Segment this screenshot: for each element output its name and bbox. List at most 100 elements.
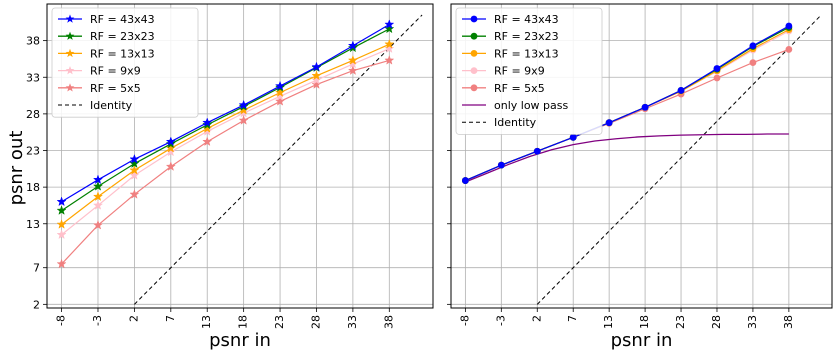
series-2 [56, 38, 395, 229]
legend-swatch-marker [65, 31, 75, 40]
series-0 [56, 19, 395, 207]
data-point [56, 196, 67, 207]
legend-entry: RF = 5x5 [58, 82, 141, 95]
data-point [384, 19, 395, 29]
x-tick-label: 18 [237, 315, 250, 329]
legend-entry: RF = 23x23 [462, 30, 559, 43]
legend-box [455, 7, 603, 135]
legend-label: RF = 9x9 [494, 65, 545, 78]
y-tick-label: 18 [26, 181, 40, 194]
axes-frame [450, 3, 833, 309]
data-point [785, 22, 793, 30]
legend-swatch-marker [65, 48, 75, 58]
data-point [56, 205, 67, 215]
data-point [605, 119, 613, 127]
series-line [61, 28, 390, 212]
y-tick-label: 2 [33, 298, 40, 311]
series-line [61, 23, 390, 203]
x-tick-label: -8 [55, 315, 68, 326]
data-point [677, 87, 685, 94]
data-point [641, 103, 649, 111]
data-point [92, 181, 104, 191]
x-tick-label: 2 [530, 315, 543, 322]
data-point [56, 219, 67, 229]
data-point [384, 38, 395, 49]
data-point [713, 74, 721, 82]
legend-label: Identity [494, 116, 537, 129]
legend-label: RF = 5x5 [494, 82, 545, 95]
data-point [92, 219, 104, 230]
plot-area [56, 14, 423, 305]
data-point [749, 42, 757, 50]
identity-line [536, 14, 822, 305]
data-point [129, 189, 140, 199]
legend-label: Identity [90, 99, 133, 112]
x-tick-label: 38 [382, 315, 395, 329]
x-tick-label: -3 [91, 315, 104, 326]
data-point [56, 258, 67, 269]
data-point [56, 229, 67, 240]
legend: RF = 43x43 RF = 23x23 RF = 13x13 RF = 9x9 RF… [455, 7, 603, 135]
data-point [384, 55, 395, 65]
y-tick-label: 23 [26, 145, 40, 158]
legend-entry: RF = 13x13 [462, 47, 559, 60]
series-line [465, 25, 790, 182]
data-point [129, 153, 140, 164]
data-point [497, 161, 505, 169]
data-point [165, 136, 176, 147]
legend-entry: only low pass [462, 99, 568, 112]
data-point [347, 40, 358, 51]
legend-swatch-marker [470, 67, 478, 74]
data-point [311, 61, 322, 72]
data-point [274, 80, 286, 91]
x-tick-label: 23 [273, 315, 286, 329]
legend-entry: RF = 13x13 [58, 47, 155, 60]
legend-entry: RF = 43x43 [462, 13, 559, 26]
y-tick-label: 38 [26, 35, 40, 48]
legend-entry: RF = 9x9 [462, 65, 545, 78]
series-line [61, 59, 390, 265]
y-tick-label: 7 [33, 262, 40, 275]
plot-area [461, 14, 822, 305]
x-tick-label: 7 [164, 315, 177, 322]
series-3 [56, 43, 395, 240]
data-point [92, 191, 104, 201]
data-point [347, 58, 358, 69]
x-tick-label: -3 [494, 315, 507, 326]
data-point [165, 142, 176, 153]
legend-swatch-marker [470, 15, 478, 23]
x-tick-label: 2 [127, 315, 140, 322]
grid-lines [47, 4, 433, 308]
legend-swatch-marker [470, 50, 478, 57]
legend: RF = 43x43 RF = 23x23 RF = 13x13 RF = 9x9 RF… [51, 7, 199, 118]
data-point [311, 79, 322, 89]
legend-entry: RF = 9x9 [58, 65, 141, 78]
data-point [384, 43, 395, 54]
data-point [749, 59, 757, 67]
data-point [274, 87, 286, 97]
lowpass-line [465, 133, 789, 183]
legend-box [51, 7, 199, 118]
data-point [533, 147, 541, 155]
legend-label: only low pass [494, 99, 568, 112]
data-point [238, 115, 249, 125]
series-line [61, 43, 390, 225]
legend-entry: RF = 23x23 [58, 30, 155, 43]
legend-label: RF = 43x43 [90, 13, 155, 26]
legend-entry: RF = 43x43 [58, 13, 155, 26]
data-point [165, 161, 176, 171]
x-tick-label: 33 [346, 315, 359, 329]
x-tick-label: 33 [746, 315, 759, 329]
data-point [202, 136, 213, 147]
shared-ylabel: psnr out [6, 131, 27, 206]
legend-label: RF = 13x13 [90, 47, 155, 60]
data-point [238, 99, 249, 110]
legend-label: RF = 23x23 [90, 30, 155, 43]
y-tick-label: 28 [26, 108, 40, 121]
data-point [129, 170, 140, 180]
y-tick-label: 13 [26, 218, 40, 231]
x-tick-label: 13 [602, 315, 615, 329]
